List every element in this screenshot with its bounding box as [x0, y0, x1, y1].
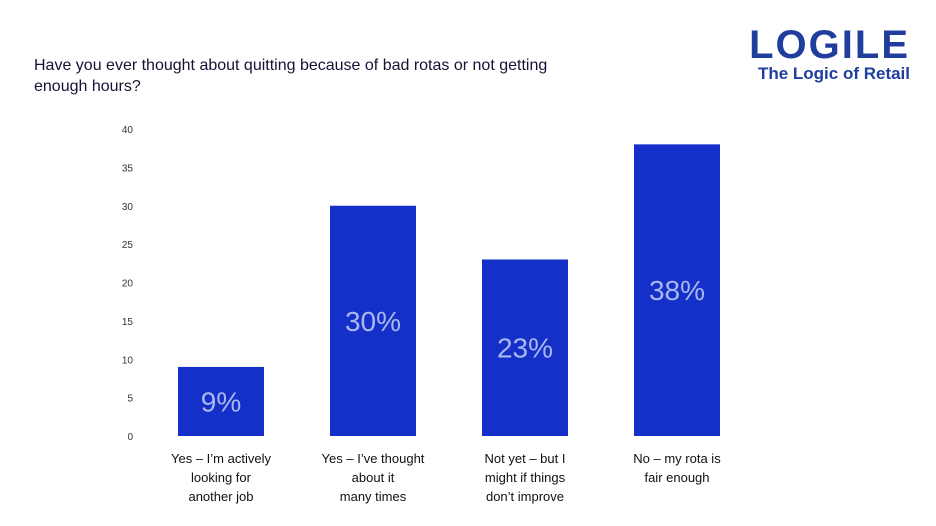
y-tick-label: 35	[122, 163, 134, 174]
category-label-line: don’t improve	[486, 489, 564, 504]
y-tick-label: 20	[122, 279, 134, 290]
bar	[634, 144, 720, 436]
bar-data-label: 38%	[649, 275, 705, 306]
bar	[482, 259, 568, 436]
category-label-line: looking for	[191, 470, 252, 485]
category-label: No – my rota is fair enough	[633, 451, 721, 485]
category-label: Not yet – but I might if things don’t impr…	[485, 451, 566, 504]
bar-data-label: 9%	[201, 386, 241, 417]
logo-tagline: The Logic of Retail	[757, 64, 910, 83]
category-label: Yes – I’ve thought about it many times	[322, 451, 425, 504]
bar	[330, 205, 416, 436]
bar-data-label: 30%	[345, 306, 401, 337]
y-tick-label: 10	[122, 355, 134, 366]
y-tick-label: 15	[122, 317, 134, 328]
category-label-line: might if things	[485, 470, 566, 485]
logile-logo: LOGILE The Logic of Retail	[749, 23, 910, 84]
category-label-line: fair enough	[644, 470, 709, 485]
y-axis: 0 5 10 15 20 25 30 35 40	[122, 125, 134, 443]
logo-wordmark: LOGILE	[749, 23, 910, 67]
category-label-line: about it	[352, 470, 395, 485]
bar	[178, 366, 264, 436]
category-labels: Yes – I’m actively looking for another job…	[171, 451, 721, 504]
category-label-line: another job	[188, 489, 253, 504]
chart-title: Have you ever thought about quitting bec…	[34, 57, 548, 95]
category-label: Yes – I’m actively looking for another job	[171, 451, 271, 504]
category-label-line: many times	[340, 489, 407, 504]
y-tick-label: 5	[127, 394, 133, 405]
y-tick-label: 30	[122, 202, 134, 213]
y-tick-label: 0	[127, 432, 133, 443]
category-label-line: Not yet – but I	[485, 451, 566, 466]
bars: 9% 30% 23% 38%	[178, 144, 720, 436]
y-tick-label: 40	[122, 125, 134, 136]
bar-data-label: 23%	[497, 333, 553, 364]
category-label-line: Yes – I’m actively	[171, 451, 271, 466]
category-label-line: No – my rota is	[633, 451, 721, 466]
category-label-line: Yes – I’ve thought	[322, 451, 425, 466]
y-tick-label: 25	[122, 240, 134, 251]
